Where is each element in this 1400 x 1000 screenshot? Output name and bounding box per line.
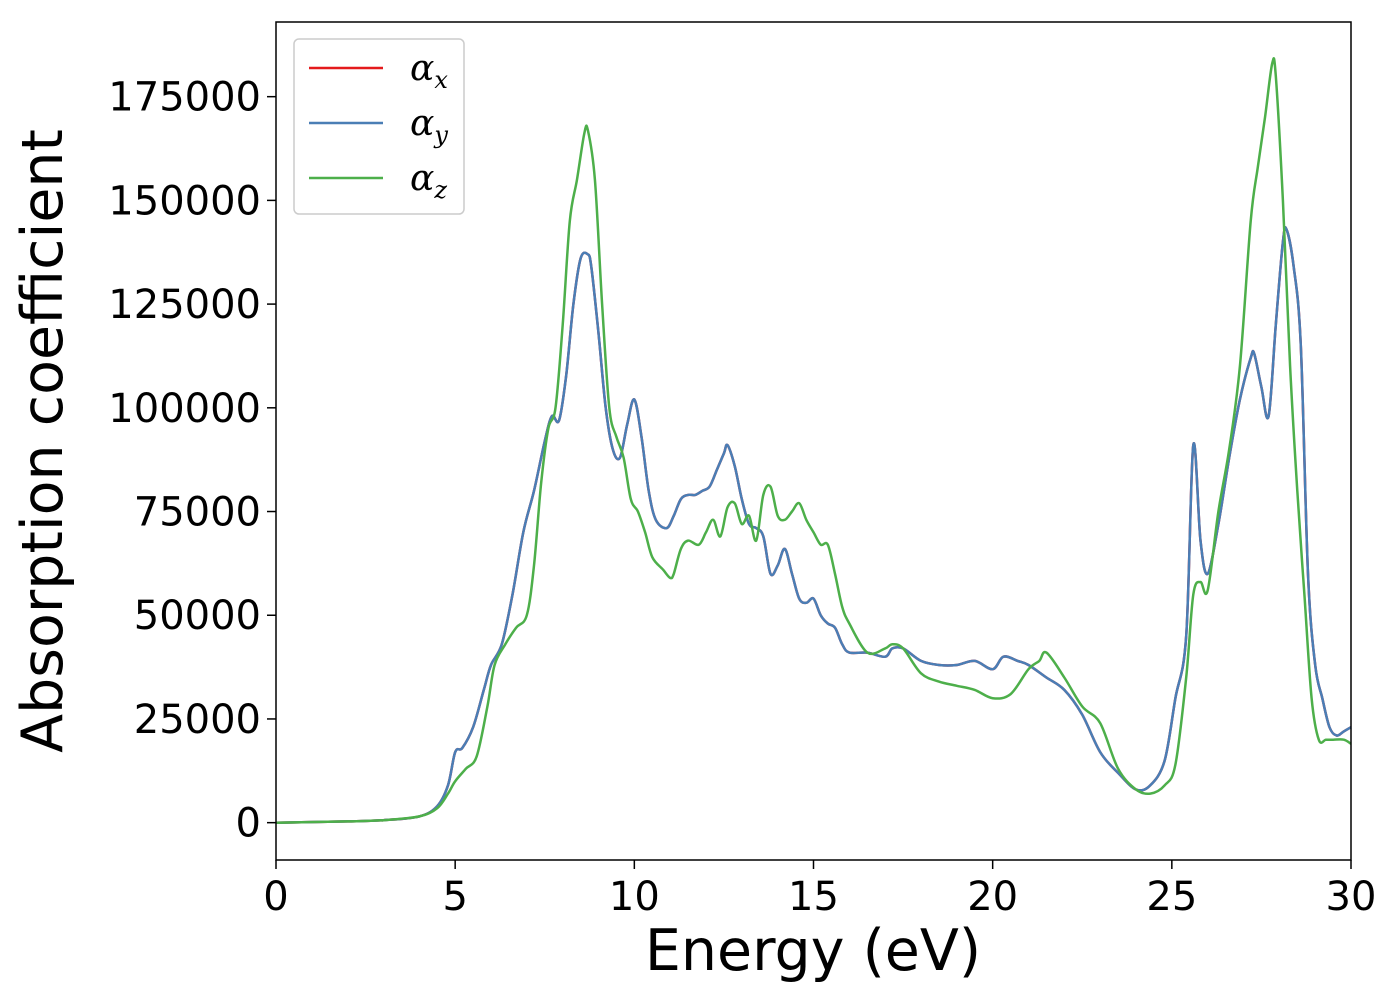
x-tick-label: 20: [967, 874, 1018, 920]
y-tick-label: 100000: [108, 386, 261, 432]
x-axis: 0 5 10 15 20 25 30: [263, 860, 1376, 920]
y-axis: 0 25000 50000 75000 100000 125000 150000 175000: [108, 75, 276, 847]
y-tick-label: 0: [236, 801, 261, 847]
y-tick-label: 75000: [134, 490, 261, 536]
legend-box: [293, 38, 465, 215]
y-axis-label: Absorption coefficient: [10, 129, 76, 753]
x-tick-label: 15: [788, 874, 839, 920]
x-axis-label: Energy (eV): [645, 918, 981, 984]
y-tick-label: 50000: [134, 593, 261, 639]
x-tick-label: 5: [442, 874, 467, 920]
x-tick-label: 0: [263, 874, 288, 920]
y-tick-label: 125000: [108, 282, 261, 328]
x-tick-label: 25: [1146, 874, 1197, 920]
x-tick-label: 30: [1326, 874, 1377, 920]
y-tick-label: 150000: [108, 178, 261, 224]
series-layer: [275, 57, 1352, 824]
y-tick-label: 175000: [108, 75, 261, 121]
series-line-y: [275, 226, 1352, 824]
legend-label-z: αz: [410, 158, 447, 204]
legend-label-x: αx: [410, 48, 448, 94]
legend: αx αy αz: [293, 38, 465, 215]
y-tick-label: 25000: [134, 697, 261, 743]
series-line-z: [275, 57, 1352, 824]
legend-label-y: αy: [410, 103, 448, 149]
x-tick-label: 10: [609, 874, 660, 920]
